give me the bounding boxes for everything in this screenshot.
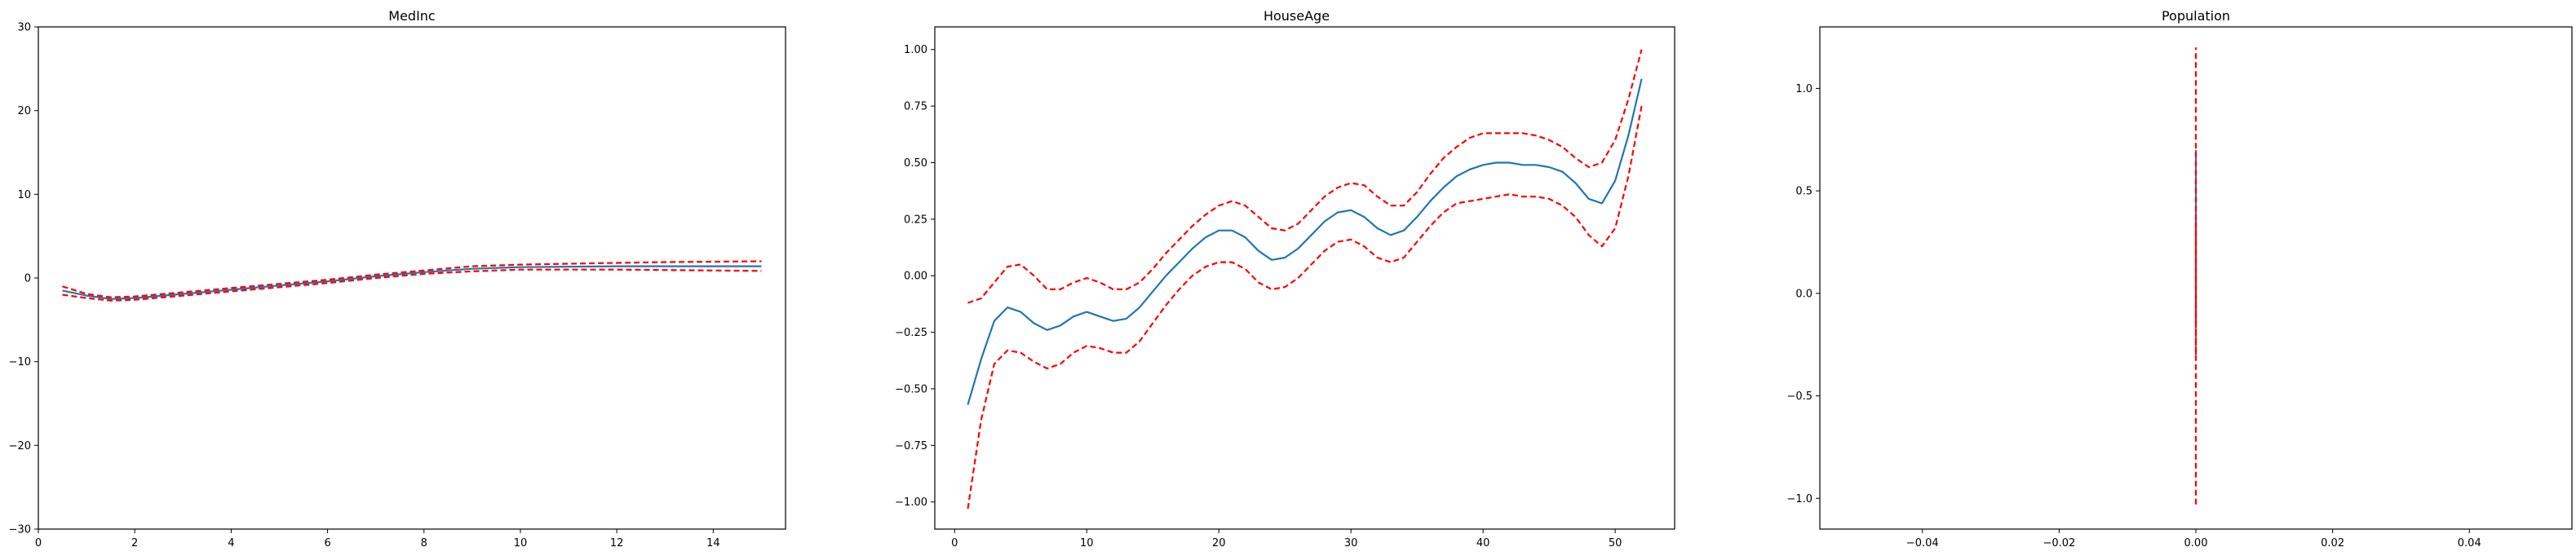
y-tick-label: 10 bbox=[17, 189, 31, 201]
x-tick-label: 10 bbox=[1080, 537, 1094, 549]
y-tick-label: −0.75 bbox=[895, 440, 927, 452]
y-tick-label: 0 bbox=[24, 273, 31, 285]
y-tick-label: 0.50 bbox=[904, 157, 927, 170]
y-tick-label: 1.0 bbox=[1795, 83, 1812, 95]
chart-title: HouseAge bbox=[1264, 8, 1330, 24]
series-line-lower-bound bbox=[62, 268, 762, 302]
y-tick-label: −0.25 bbox=[895, 327, 927, 339]
y-tick-label: 0.0 bbox=[1795, 288, 1812, 300]
x-tick-label: 6 bbox=[324, 537, 330, 549]
x-tick-label: 10 bbox=[514, 537, 528, 549]
y-tick-label: 0.5 bbox=[1795, 186, 1812, 198]
y-tick-label: −10 bbox=[9, 356, 31, 368]
y-tick-label: −20 bbox=[9, 440, 31, 452]
chart-panel-medinc: MedInc 0 2 4 6 8 10 12 14 −30 −20 −10 0 10 20 30 bbox=[9, 8, 786, 549]
axes-frame bbox=[38, 26, 786, 530]
y-tick-label: −1.00 bbox=[895, 496, 927, 509]
chart-title: MedInc bbox=[388, 8, 435, 24]
x-tick-label: 8 bbox=[421, 537, 427, 549]
y-tick-label: 20 bbox=[17, 105, 31, 117]
x-tick-label: 30 bbox=[1344, 537, 1358, 549]
x-tick-label: 12 bbox=[610, 537, 624, 549]
x-tick-label: 0.04 bbox=[2458, 537, 2481, 549]
y-tick-label: −0.50 bbox=[895, 383, 927, 395]
y-tick-label: 0.75 bbox=[904, 101, 927, 113]
series-line-upper-bound bbox=[62, 260, 762, 298]
x-tick-label: 50 bbox=[1609, 537, 1622, 549]
series-line-estimate bbox=[967, 78, 1643, 405]
chart-title: Population bbox=[2162, 8, 2230, 24]
chart-panel-houseage: HouseAge 0 10 20 30 40 50 −1.00 −0.75 −0.50 −0.25… bbox=[895, 8, 1675, 549]
x-tick-label: −0.04 bbox=[1906, 537, 1939, 549]
x-tick-label: 0 bbox=[35, 537, 42, 549]
x-tick-label: 0.00 bbox=[2184, 537, 2208, 549]
y-tick-label: 1.00 bbox=[904, 44, 927, 56]
x-tick-label: 2 bbox=[131, 537, 138, 549]
x-tick-label: 14 bbox=[706, 537, 720, 549]
x-tick-label: 0 bbox=[951, 537, 958, 549]
series-line-estimate bbox=[62, 265, 762, 300]
series-line-upper-bound bbox=[967, 49, 1643, 304]
x-tick-label: 0.02 bbox=[2321, 537, 2344, 549]
y-tick-label: −1.0 bbox=[1786, 493, 1812, 505]
y-tick-label: 0.25 bbox=[904, 214, 927, 226]
x-tick-label: 40 bbox=[1476, 537, 1490, 549]
y-tick-label: −0.5 bbox=[1786, 391, 1812, 403]
y-tick-label: 0.00 bbox=[904, 271, 927, 283]
y-tick-label: 30 bbox=[17, 22, 31, 34]
y-tick-label: −30 bbox=[9, 524, 31, 536]
chart-panel-population: Population −0.04 −0.02 0.00 0.02 0.04 −1.0 −0.… bbox=[1786, 8, 2573, 549]
x-tick-label: −0.02 bbox=[2043, 537, 2075, 549]
x-tick-label: 20 bbox=[1212, 537, 1226, 549]
x-tick-label: 4 bbox=[228, 537, 234, 549]
axes-frame bbox=[934, 26, 1675, 530]
series-line-lower-bound bbox=[967, 105, 1643, 510]
